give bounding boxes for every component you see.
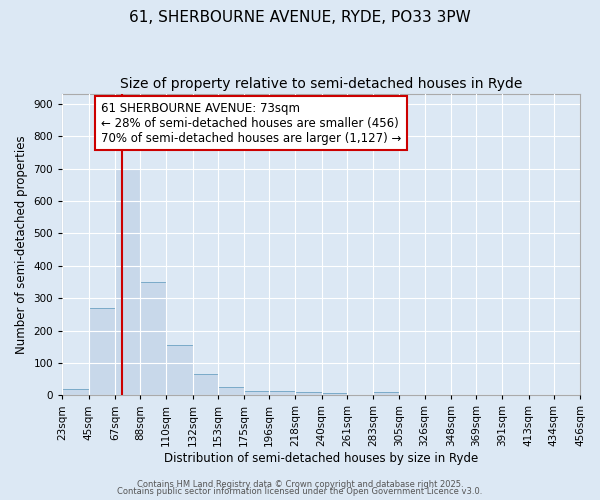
Bar <box>115 168 140 396</box>
Text: Contains public sector information licensed under the Open Government Licence v3: Contains public sector information licen… <box>118 487 482 496</box>
Bar <box>373 392 400 396</box>
Text: 61, SHERBOURNE AVENUE, RYDE, PO33 3PW: 61, SHERBOURNE AVENUE, RYDE, PO33 3PW <box>129 10 471 25</box>
Bar <box>295 392 322 396</box>
Y-axis label: Number of semi-detached properties: Number of semi-detached properties <box>15 136 28 354</box>
Bar <box>269 392 295 396</box>
Bar <box>166 345 193 396</box>
Bar <box>140 282 166 396</box>
Bar <box>193 374 218 396</box>
Bar <box>218 387 244 396</box>
Bar <box>89 308 115 396</box>
Bar <box>244 392 269 396</box>
X-axis label: Distribution of semi-detached houses by size in Ryde: Distribution of semi-detached houses by … <box>164 452 478 465</box>
Bar <box>322 392 347 396</box>
Bar <box>62 389 89 396</box>
Text: Contains HM Land Registry data © Crown copyright and database right 2025.: Contains HM Land Registry data © Crown c… <box>137 480 463 489</box>
Title: Size of property relative to semi-detached houses in Ryde: Size of property relative to semi-detach… <box>120 78 522 92</box>
Text: 61 SHERBOURNE AVENUE: 73sqm
← 28% of semi-detached houses are smaller (456)
70% : 61 SHERBOURNE AVENUE: 73sqm ← 28% of sem… <box>101 102 401 144</box>
